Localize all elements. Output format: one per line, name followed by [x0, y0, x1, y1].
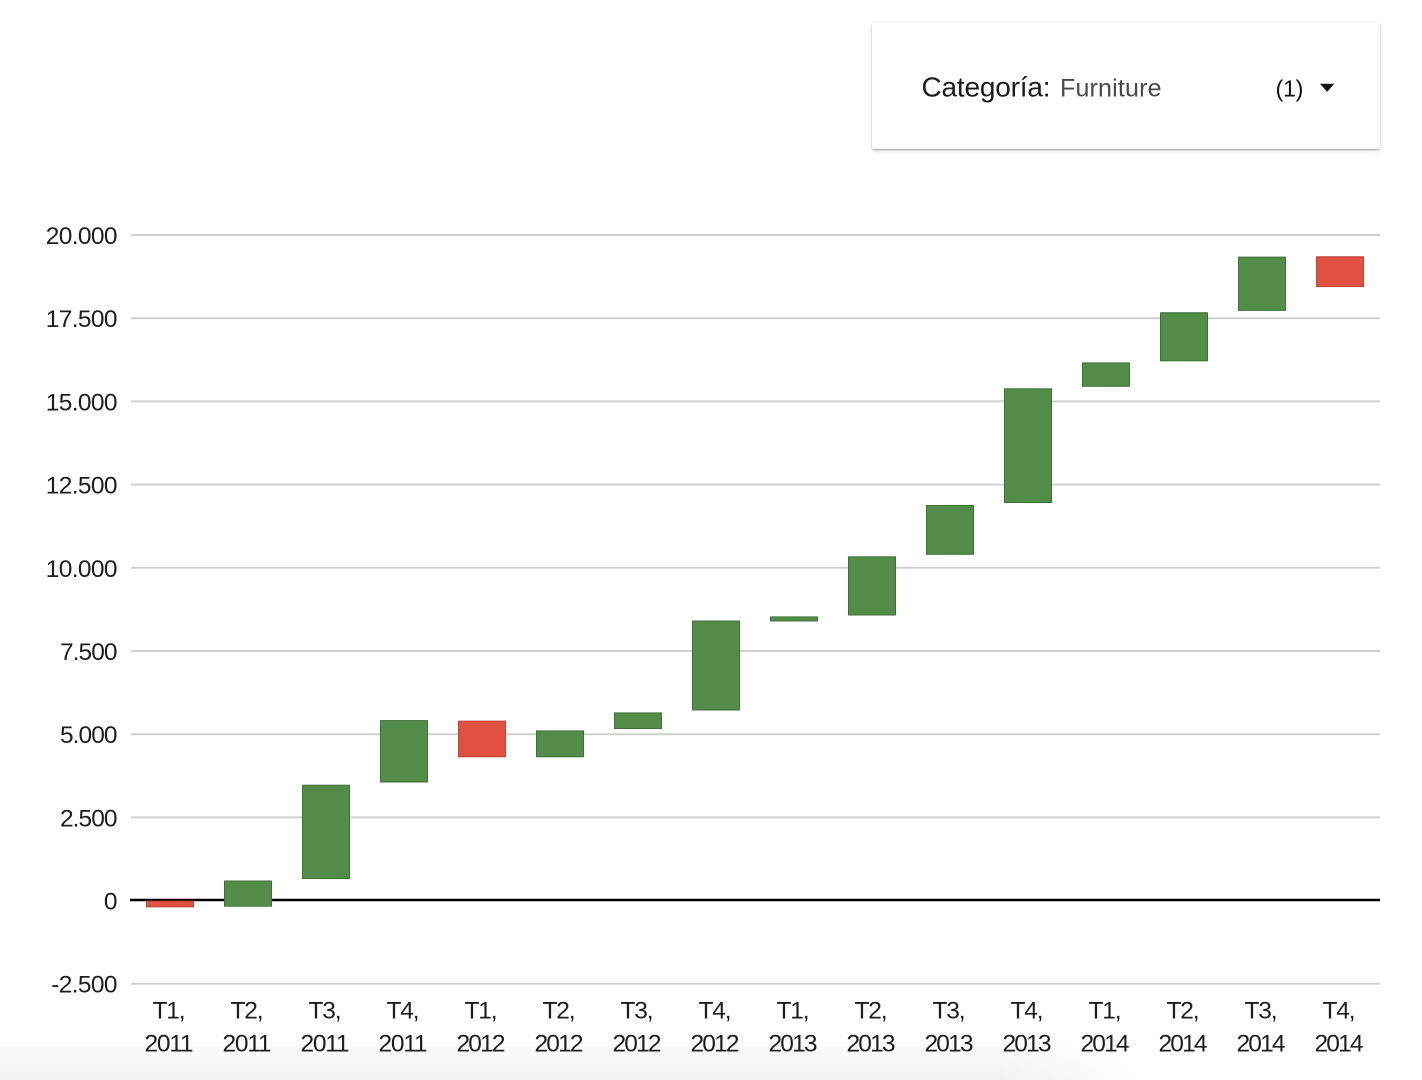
svg-text:2012: 2012 — [613, 1031, 662, 1058]
svg-text:2011: 2011 — [145, 1031, 194, 1058]
svg-text:7.500: 7.500 — [60, 639, 118, 666]
svg-text:2013: 2013 — [925, 1031, 974, 1058]
svg-text:T3,: T3, — [933, 998, 966, 1025]
svg-text:2014: 2014 — [1315, 1031, 1364, 1058]
svg-text:Furniture: Furniture — [1060, 75, 1162, 103]
svg-text:17.500: 17.500 — [46, 306, 118, 333]
svg-text:2014: 2014 — [1159, 1031, 1208, 1058]
svg-text:T1,: T1, — [465, 998, 498, 1025]
svg-text:20.000: 20.000 — [46, 223, 118, 250]
svg-text:12.500: 12.500 — [46, 473, 118, 500]
svg-text:2012: 2012 — [691, 1031, 740, 1058]
svg-text:T1,: T1, — [1089, 998, 1122, 1025]
svg-text:T2,: T2, — [543, 998, 576, 1025]
svg-text:T4,: T4, — [1323, 998, 1356, 1025]
svg-text:T1,: T1, — [777, 998, 810, 1025]
svg-text:2013: 2013 — [847, 1031, 896, 1058]
svg-text:2012: 2012 — [457, 1031, 506, 1058]
svg-text:T4,: T4, — [699, 998, 732, 1025]
svg-text:-2.500: -2.500 — [51, 971, 117, 998]
svg-text:2013: 2013 — [769, 1031, 818, 1058]
svg-text:T3,: T3, — [621, 998, 654, 1025]
svg-text:2011: 2011 — [301, 1031, 350, 1058]
svg-text:(1): (1) — [1276, 76, 1304, 102]
svg-text:5.000: 5.000 — [60, 722, 118, 749]
svg-text:T4,: T4, — [387, 998, 420, 1025]
svg-text:T3,: T3, — [309, 998, 342, 1025]
svg-text:2014: 2014 — [1237, 1031, 1286, 1058]
svg-text:2013: 2013 — [1003, 1031, 1052, 1058]
svg-text:2012: 2012 — [535, 1031, 584, 1058]
svg-text:2011: 2011 — [223, 1031, 272, 1058]
svg-text:T2,: T2, — [231, 998, 264, 1025]
svg-text:T3,: T3, — [1245, 998, 1278, 1025]
svg-text:2011: 2011 — [379, 1031, 428, 1058]
svg-text:10.000: 10.000 — [46, 556, 118, 583]
svg-text:T2,: T2, — [1167, 998, 1200, 1025]
svg-text:0: 0 — [104, 889, 118, 916]
svg-text:T2,: T2, — [855, 998, 888, 1025]
svg-text:T1,: T1, — [153, 998, 186, 1025]
svg-text:15.000: 15.000 — [46, 389, 118, 416]
svg-text:2.500: 2.500 — [60, 805, 118, 832]
svg-text:T4,: T4, — [1011, 998, 1044, 1025]
svg-text:2014: 2014 — [1081, 1031, 1130, 1058]
svg-text:Categoría:: Categoría: — [922, 72, 1051, 103]
